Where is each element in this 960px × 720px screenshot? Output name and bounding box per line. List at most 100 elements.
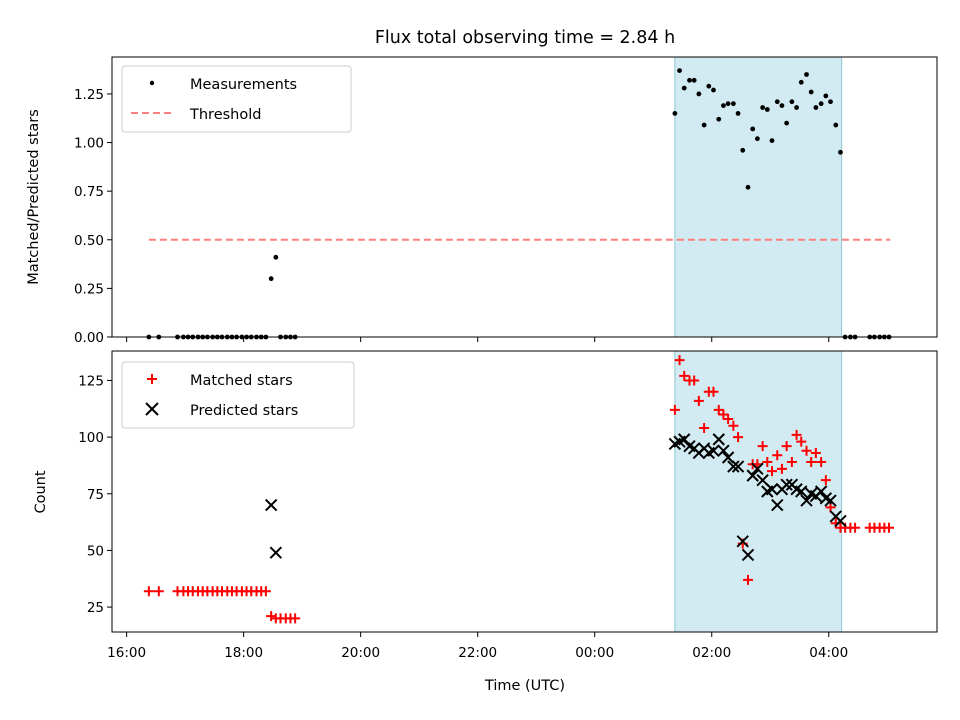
predicted-star-point <box>717 444 730 457</box>
measurement-point <box>735 110 741 116</box>
legend-matched-stars: Matched stars <box>190 373 293 389</box>
measurement-point <box>745 184 751 190</box>
matched-star-point <box>693 395 704 406</box>
measurement-point <box>808 89 814 95</box>
bottom-panel: 25 50 75 100 125 16:00 18:00 20:00 22:00 00:00 02… <box>33 350 938 694</box>
predicted-star-point <box>707 444 720 457</box>
matched-star-point <box>699 423 710 434</box>
measurement-point <box>681 85 687 91</box>
measurements-legend-marker <box>149 80 155 86</box>
bottom-observing-span <box>674 350 843 633</box>
measurement-point <box>716 116 722 122</box>
predicted-star-point <box>771 498 784 512</box>
measurement-point <box>268 276 274 282</box>
matched-star-point <box>743 574 754 585</box>
bottom-x-tick-label: 20:00 <box>341 645 380 661</box>
measurement-point <box>784 120 790 126</box>
measurement-point <box>677 68 682 74</box>
measurement-point <box>740 147 746 153</box>
bottom-legend-box <box>121 361 355 429</box>
matched-star-point <box>689 375 700 386</box>
legend-threshold: Threshold <box>189 107 261 123</box>
predicted-star-point <box>264 498 278 512</box>
chart-title: Flux total observing time = 2.84 h <box>375 28 675 48</box>
matched-star-point <box>820 475 831 486</box>
matched-star-point <box>728 420 739 431</box>
measurement-point <box>711 87 716 93</box>
predicted-star-point <box>678 433 691 446</box>
measurement-point <box>687 77 692 83</box>
predicted-star-point <box>746 469 759 482</box>
bottom-x-tick-label: 22:00 <box>458 645 497 661</box>
measurement-point <box>779 103 785 109</box>
top-x-axis <box>126 337 830 342</box>
predicted-star-point <box>765 483 779 496</box>
predicted-star-point <box>741 548 755 562</box>
matched-star-point <box>796 436 807 447</box>
x-axis-label: Time (UTC) <box>484 678 565 694</box>
legend-measurements: Measurements <box>190 77 297 93</box>
measurement-point <box>725 101 731 107</box>
predicted-stars-legend-marker <box>145 402 159 416</box>
matched-star-point <box>679 370 690 381</box>
bottom-x-axis: 16:00 18:00 20:00 22:00 00:00 02:00 04:00 <box>107 632 848 661</box>
matched-star-point <box>757 441 768 452</box>
matched-star-point <box>791 429 802 440</box>
predicted-star-point <box>712 433 725 446</box>
predicted-star-point <box>800 494 813 507</box>
top-panel: 0.00 0.25 0.50 0.75 1.00 1.25 Matched/Predict… <box>26 56 938 346</box>
predicted-star-point <box>727 460 740 473</box>
bottom-plot-frame <box>111 350 938 633</box>
bottom-x-tick-label: 02:00 <box>692 645 731 661</box>
measurement-point <box>804 72 809 77</box>
matched-star-point <box>801 445 812 456</box>
predicted-star-point <box>795 485 808 498</box>
measurement-point <box>838 149 843 155</box>
matched-star-point <box>781 441 792 452</box>
predicted-star-point <box>756 473 769 487</box>
measurement-point <box>769 138 775 144</box>
matched-star-point <box>290 613 301 624</box>
top-y-tick-label: 1.25 <box>74 87 104 103</box>
measurement-point <box>706 83 712 89</box>
matched-star-point <box>806 457 817 468</box>
bottom-x-tick-label: 18:00 <box>224 645 263 661</box>
matched-star-point <box>674 355 685 366</box>
matched-star-point <box>767 466 777 477</box>
predicted-star-point <box>814 485 828 498</box>
predicted-star-point <box>780 478 793 491</box>
bottom-y-tick-label: 125 <box>78 373 104 389</box>
bottom-y-axis-label: Count <box>33 470 49 513</box>
top-y-axis-label: Matched/Predicted stars <box>26 109 42 285</box>
measurement-point <box>823 93 829 99</box>
measurement-point <box>691 77 697 83</box>
matched-star-point <box>669 404 680 415</box>
predicted-star-point <box>269 546 283 559</box>
matched-star-point <box>884 522 895 533</box>
measurement-point <box>798 79 804 85</box>
top-legend-box <box>121 65 352 133</box>
measurement-point <box>764 107 770 112</box>
matched-star-point <box>723 413 734 424</box>
bottom-y-tick-label: 75 <box>87 487 104 503</box>
bottom-x-tick-label: 00:00 <box>575 645 614 661</box>
matched-star-point <box>776 463 787 474</box>
matched-star-point <box>733 432 744 443</box>
bottom-data-points <box>143 355 895 624</box>
top-legend: Measurements Threshold <box>121 65 352 133</box>
matched-star-point <box>143 586 154 597</box>
measurement-point <box>760 105 766 110</box>
predicted-star-point <box>736 535 749 548</box>
predicted-star-point <box>834 514 847 528</box>
matched-star-point <box>816 457 827 468</box>
bottom-y-tick-label: 25 <box>87 600 104 616</box>
legend-predicted-stars: Predicted stars <box>190 403 298 419</box>
matched-star-point <box>810 447 821 458</box>
top-y-tick-label: 1.00 <box>74 136 104 152</box>
predicted-star-point <box>731 460 745 473</box>
bottom-y-tick-label: 100 <box>78 430 104 446</box>
top-y-axis: 0.00 0.25 0.50 0.75 1.00 1.25 <box>74 87 112 346</box>
top-plot-frame <box>111 56 938 338</box>
measurement-point <box>833 122 839 128</box>
